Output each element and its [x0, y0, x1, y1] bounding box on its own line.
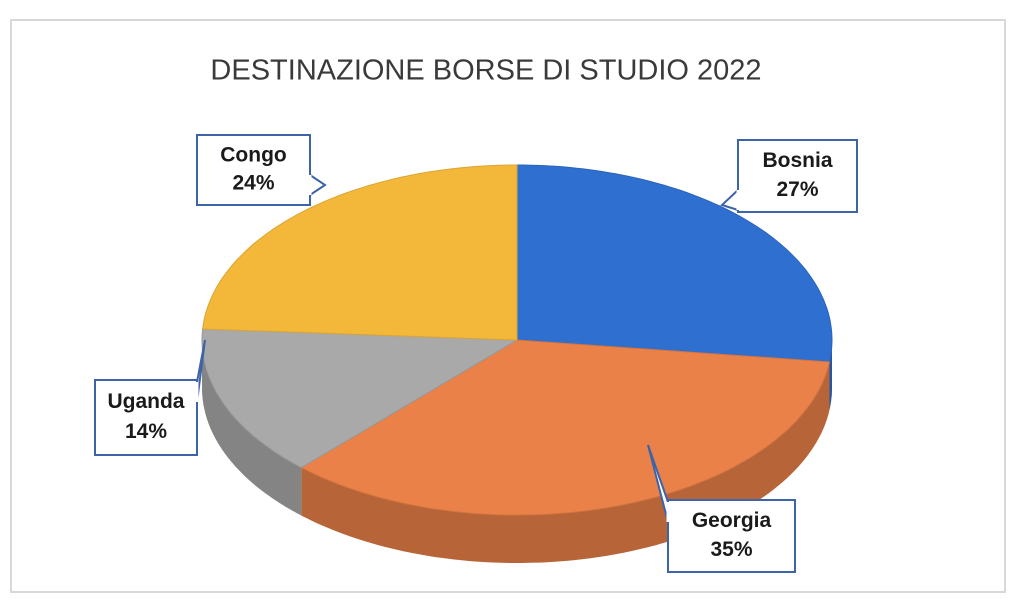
category-label: Uganda — [107, 390, 184, 413]
slice-side — [829, 340, 832, 410]
data-label: Uganda 14% — [94, 339, 206, 456]
callout-box — [94, 379, 198, 456]
callout-box — [196, 134, 311, 206]
callout-box — [667, 499, 796, 573]
value-label: 14% — [125, 420, 167, 443]
slice — [202, 164, 518, 341]
slice — [516, 164, 833, 363]
category-label: Congo — [220, 144, 286, 167]
category-label: Bosnia — [762, 149, 832, 172]
chart-title: DESTINAZIONE BORSE DI STUDIO 2022 — [210, 55, 761, 87]
value-label: 27% — [776, 178, 818, 201]
category-label: Georgia — [692, 509, 772, 532]
data-label: Bosnia 27% — [720, 139, 858, 213]
slice-side — [202, 340, 302, 516]
value-label: 35% — [710, 538, 752, 561]
callout-box — [737, 139, 858, 213]
data-label: Georgia 35% — [647, 444, 796, 573]
value-label: 24% — [232, 172, 274, 195]
data-label: Congo 24% — [196, 134, 327, 206]
slice — [300, 339, 831, 516]
